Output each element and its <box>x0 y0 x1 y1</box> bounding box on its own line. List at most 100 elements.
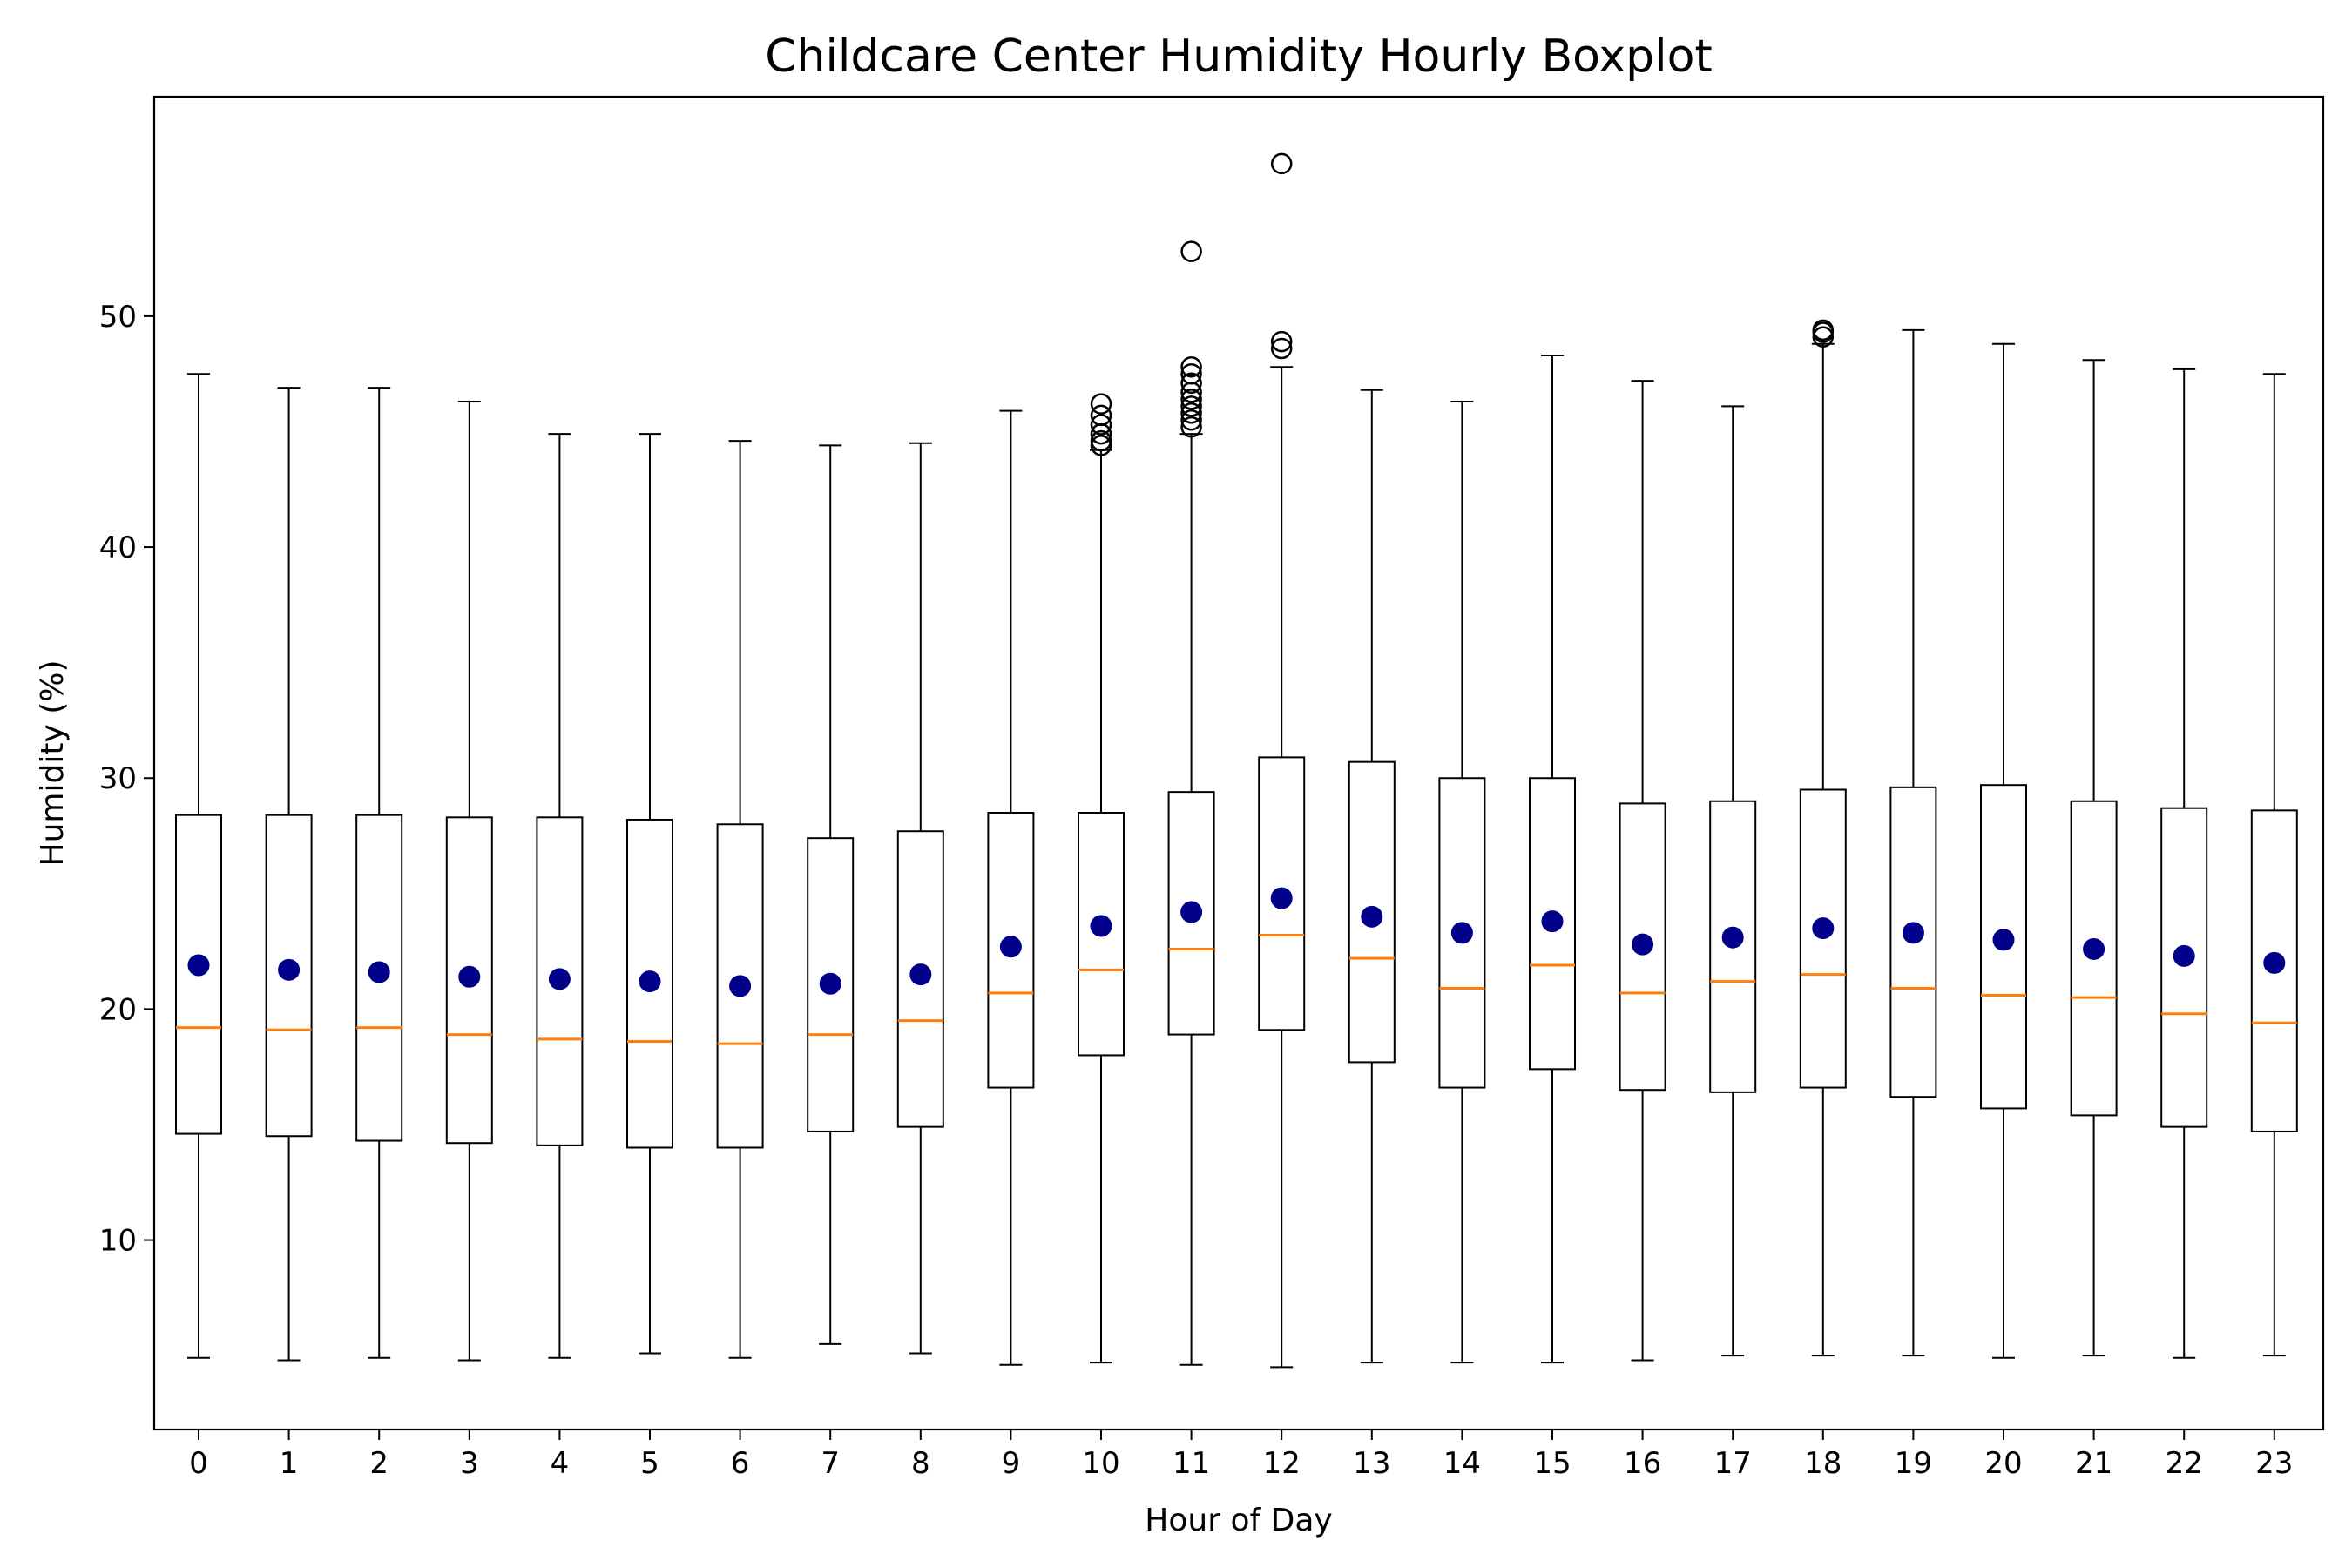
mean-point <box>1450 922 1473 944</box>
mean-point <box>2263 951 2286 974</box>
mean-point <box>1632 933 1654 956</box>
outlier-point <box>1812 319 1835 341</box>
mean-point <box>1992 929 2015 951</box>
x-tick-label: 18 <box>1804 1446 1842 1481</box>
outlier-point <box>1270 337 1293 360</box>
x-tick-label: 19 <box>1895 1446 1932 1481</box>
mean-point <box>2083 937 2105 960</box>
iqr-box <box>175 814 222 1135</box>
box-group-hour-2 <box>355 387 403 1359</box>
box-group-hour-8 <box>896 442 944 1355</box>
box-group-hour-6 <box>716 440 764 1359</box>
outlier-point <box>1180 389 1202 410</box>
box-group-hour-17 <box>1709 405 1757 1357</box>
mean-point <box>1361 905 1383 928</box>
outlier-point <box>1180 395 1202 417</box>
box-group-hour-7 <box>807 444 855 1345</box>
x-tick-label: 17 <box>1714 1446 1752 1481</box>
plot-frame <box>152 95 2325 1431</box>
iqr-box <box>1889 786 1937 1098</box>
outlier-point <box>1180 240 1202 262</box>
x-tick-label: 16 <box>1624 1446 1661 1481</box>
mean-point <box>548 968 571 990</box>
outlier-point <box>1090 429 1112 452</box>
iqr-box <box>1980 784 2027 1110</box>
x-tick-label: 8 <box>911 1446 930 1481</box>
iqr-box <box>445 816 493 1145</box>
iqr-box <box>355 814 403 1142</box>
box-group-hour-3 <box>445 401 493 1362</box>
box-group-hour-21 <box>2070 359 2118 1357</box>
mean-point <box>1812 917 1835 940</box>
outlier-point <box>1180 372 1202 395</box>
x-axis-label: Hour of Day <box>1145 1503 1332 1538</box>
y-tick-label: 10 <box>99 1224 137 1259</box>
box-group-hour-9 <box>987 409 1035 1366</box>
x-tick-label: 6 <box>731 1446 750 1481</box>
box-group-hour-12 <box>1258 152 1306 1369</box>
outlier-point <box>1180 402 1202 424</box>
iqr-box <box>265 814 313 1138</box>
iqr-box <box>2250 809 2298 1132</box>
box-group-hour-15 <box>1529 354 1576 1364</box>
box-group-hour-20 <box>1980 342 2027 1359</box>
box-group-hour-18 <box>1799 319 1847 1357</box>
iqr-box <box>1167 791 1215 1036</box>
x-tick-label: 9 <box>1002 1446 1021 1481</box>
x-tick-label: 0 <box>189 1446 208 1481</box>
y-tick-label: 30 <box>99 761 137 796</box>
mean-point <box>368 961 390 983</box>
iqr-box <box>716 823 764 1149</box>
mean-point <box>1180 901 1203 923</box>
y-axis-label: Humidity (%) <box>35 660 71 867</box>
iqr-box <box>1348 760 1396 1064</box>
box-group-hour-11 <box>1167 240 1215 1366</box>
iqr-box <box>896 830 944 1128</box>
x-tick-label: 4 <box>551 1446 570 1481</box>
x-tick-label: 13 <box>1353 1446 1390 1481</box>
x-tick-label: 5 <box>640 1446 659 1481</box>
iqr-box <box>807 837 855 1132</box>
x-tick-label: 11 <box>1173 1446 1210 1481</box>
y-tick-label: 50 <box>99 300 137 335</box>
iqr-box <box>1619 802 1666 1092</box>
y-tick-label: 40 <box>99 531 137 565</box>
iqr-box <box>2070 800 2118 1117</box>
outlier-point <box>1180 362 1202 385</box>
x-tick-label: 21 <box>2075 1446 2112 1481</box>
iqr-box <box>987 812 1035 1089</box>
x-tick-label: 15 <box>1533 1446 1571 1481</box>
x-tick-label: 10 <box>1082 1446 1119 1481</box>
mean-point <box>1902 922 1924 944</box>
x-tick-label: 23 <box>2255 1446 2293 1481</box>
x-tick-label: 12 <box>1263 1446 1301 1481</box>
box-group-hour-1 <box>265 387 313 1362</box>
x-tick-label: 3 <box>460 1446 479 1481</box>
outlier-point <box>1270 152 1293 175</box>
iqr-box <box>2160 807 2208 1128</box>
box-group-hour-5 <box>626 433 673 1355</box>
outlier-point <box>1090 404 1112 427</box>
x-tick-label: 7 <box>821 1446 840 1481</box>
mean-point <box>458 965 481 988</box>
outlier-point <box>1270 330 1293 353</box>
box-group-hour-4 <box>536 433 584 1359</box>
outlier-point <box>1180 416 1202 438</box>
x-tick-label: 22 <box>2166 1446 2203 1481</box>
mean-point <box>909 963 932 986</box>
iqr-box <box>1799 788 1847 1089</box>
mean-point <box>1721 926 1744 949</box>
outlier-point <box>1090 393 1112 415</box>
mean-point <box>639 970 661 993</box>
box-group-hour-22 <box>2160 368 2208 1359</box>
outlier-point <box>1090 414 1112 436</box>
iqr-box <box>1258 756 1306 1031</box>
mean-point <box>999 936 1022 958</box>
plot-marks <box>175 152 2298 1369</box>
iqr-box <box>536 816 584 1146</box>
box-group-hour-0 <box>175 373 222 1359</box>
outlier-point <box>1180 409 1202 431</box>
mean-point <box>187 954 210 977</box>
iqr-box <box>1709 800 1757 1093</box>
